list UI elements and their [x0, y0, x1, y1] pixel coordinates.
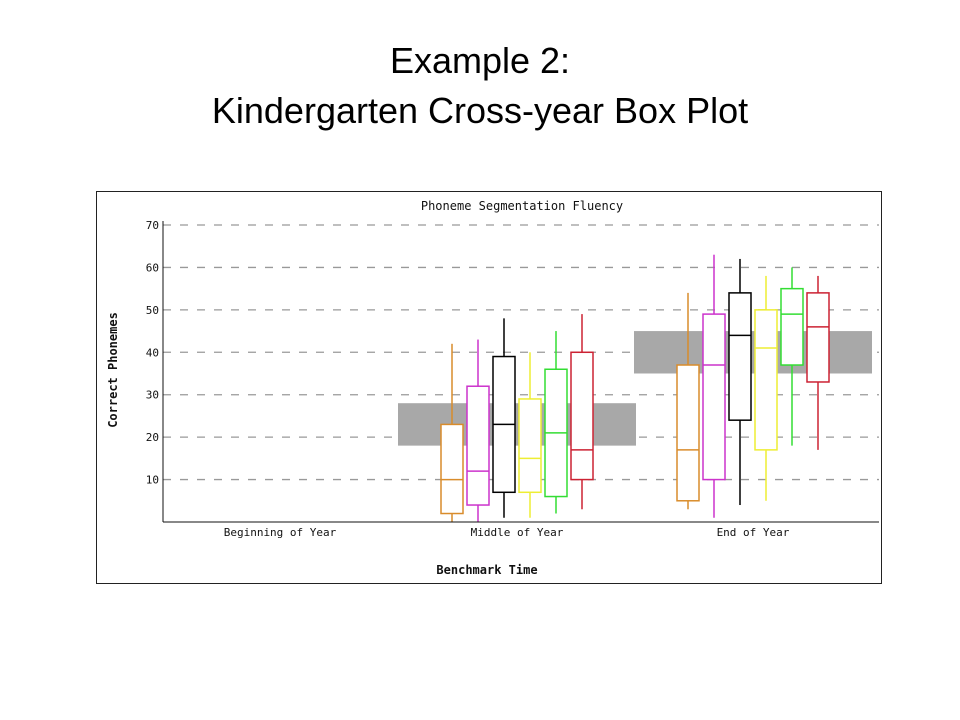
box-plot-item — [492, 318, 516, 518]
grid-layer — [163, 224, 879, 481]
box-body — [440, 423, 464, 515]
box-plot-item — [754, 275, 778, 501]
y-tick-label: 10 — [146, 474, 159, 487]
box-plot-item — [676, 292, 700, 510]
chart-frame: 10 20 30 40 50 60 70 Beginning of Year Middle of… — [96, 191, 882, 584]
box-plot-chart: 10 20 30 40 50 60 70 Beginning of Year Middle of… — [106, 199, 879, 577]
y-tick-label: 50 — [146, 304, 159, 317]
box-body — [780, 287, 804, 366]
y-tick-label: 20 — [146, 431, 159, 444]
box-body — [676, 364, 700, 502]
y-tick-label: 70 — [146, 219, 159, 232]
box-plot-item — [728, 258, 752, 506]
y-axis-title: Correct Phonemes — [106, 312, 120, 428]
benchmark-band-layer — [398, 331, 872, 446]
box-plot-item — [570, 314, 594, 510]
box-plot-item — [440, 343, 464, 522]
box-layer — [440, 254, 830, 522]
box-plot-item — [702, 254, 726, 518]
box-plot-item — [544, 331, 568, 514]
x-tick-label: Beginning of Year — [224, 526, 337, 539]
box-body — [570, 351, 594, 481]
y-tick-label: 30 — [146, 389, 159, 402]
axis-layer: 10 20 30 40 50 60 70 Beginning of Year Middle of… — [146, 219, 879, 539]
benchmark-band — [398, 403, 636, 446]
x-tick-label: Middle of Year — [471, 526, 564, 539]
box-body — [518, 398, 542, 494]
box-body — [702, 313, 726, 481]
x-tick-label: End of Year — [717, 526, 790, 539]
y-tick-label: 60 — [146, 261, 159, 274]
box-body — [466, 385, 490, 506]
benchmark-band — [634, 331, 872, 374]
x-axis-title: Benchmark Time — [436, 563, 537, 577]
box-body — [728, 292, 752, 421]
slide-title-line1: Example 2: — [389, 40, 571, 81]
box-body — [806, 292, 830, 383]
box-plot-item — [466, 339, 490, 522]
slide-title-line2: Kindergarten Cross-year Box Plot — [211, 90, 749, 131]
box-body — [754, 309, 778, 451]
y-tick-label: 40 — [146, 346, 159, 359]
slide-title: Example 2: Kindergarten Cross-year Box P… — [0, 36, 960, 136]
box-plot-item — [806, 275, 830, 450]
box-plot-item — [780, 267, 804, 446]
chart-title: Phoneme Segmentation Fluency — [421, 199, 623, 213]
box-plot-item — [518, 352, 542, 518]
